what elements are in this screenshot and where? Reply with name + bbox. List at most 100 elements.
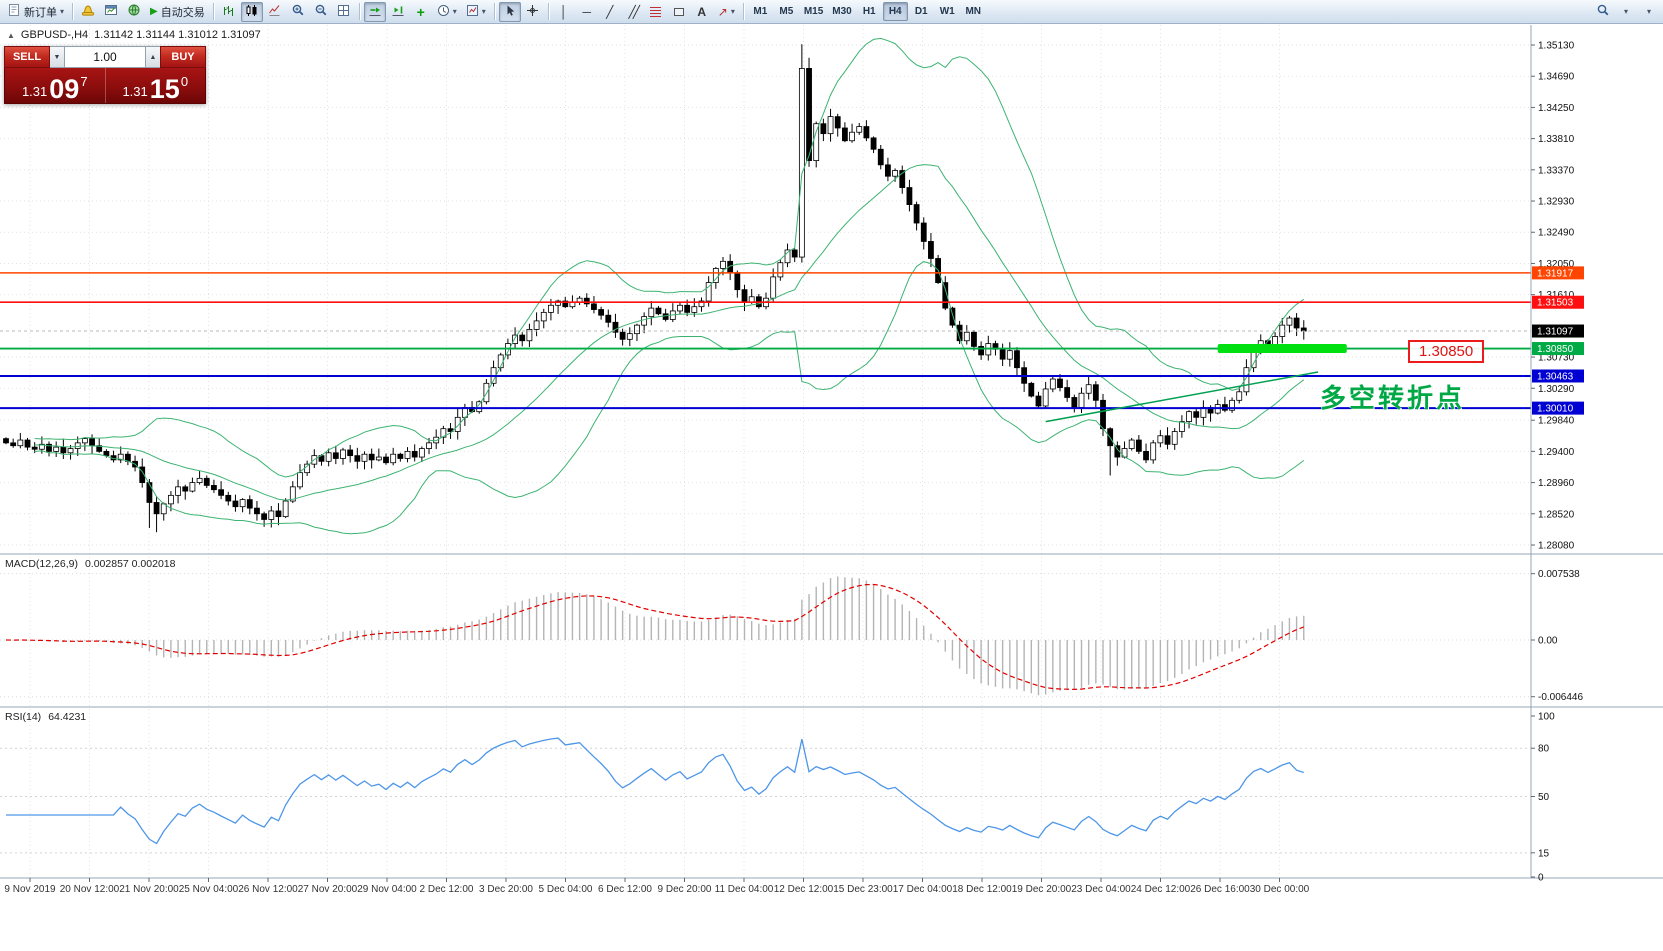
buy-price-pip: 0 xyxy=(180,74,189,89)
search-button[interactable] xyxy=(1592,2,1614,22)
macd-panel xyxy=(5,576,1305,696)
trendline[interactable] xyxy=(1045,371,1319,423)
tile-windows-button[interactable] xyxy=(333,2,355,22)
svg-text:1.34690: 1.34690 xyxy=(1538,72,1575,83)
support-price-label[interactable]: 1.30850 xyxy=(1408,340,1485,363)
price-tag-1.30850: 1.30850 xyxy=(1532,342,1584,356)
svg-text:12 Dec 12:00: 12 Dec 12:00 xyxy=(774,884,834,895)
chart-shift-button[interactable] xyxy=(387,2,409,22)
buy-button[interactable]: BUY xyxy=(160,46,206,68)
sell-price[interactable]: 1.31 09 7 xyxy=(5,68,106,103)
svg-text:1.31917: 1.31917 xyxy=(1537,268,1574,279)
crosshair-button[interactable] xyxy=(522,2,544,22)
toolbar-right-tools: ▾ ▾ xyxy=(1592,2,1660,22)
line-chart-icon xyxy=(268,4,281,20)
svg-text:2 Dec 12:00: 2 Dec 12:00 xyxy=(420,884,474,895)
svg-text:17 Dec 04:00: 17 Dec 04:00 xyxy=(893,884,953,895)
templates-button[interactable]: ▾ xyxy=(462,2,490,22)
bar-chart-button[interactable] xyxy=(218,2,240,22)
fibonacci-button[interactable] xyxy=(645,2,667,22)
buy-price[interactable]: 1.31 15 0 xyxy=(106,68,206,103)
time-axis[interactable]: 9 Nov 2019 20 Nov 12:00 21 Nov 20:00 25 Nov… xyxy=(4,878,1310,895)
horizontal-level-lines[interactable] xyxy=(0,272,1531,410)
line-chart-button[interactable] xyxy=(264,2,286,22)
trendline-button[interactable]: ╱ xyxy=(599,2,621,22)
main-toolbar: 新订单 ▾ ▶ 自动交易 + ▾ ▾ │ xyxy=(0,0,1663,24)
timeframe-h4[interactable]: H4 xyxy=(882,2,908,21)
candlestick-chart-button[interactable] xyxy=(240,1,263,22)
timeframe-d1[interactable]: D1 xyxy=(914,6,928,17)
lot-decrease-button[interactable]: ▼ xyxy=(50,46,64,68)
sell-price-prefix: 1.31 xyxy=(21,84,48,99)
svg-text:30 Dec 00:00: 30 Dec 00:00 xyxy=(1250,884,1310,895)
timeframe-m5[interactable]: M5 xyxy=(779,6,794,17)
new-order-button[interactable]: 新订单 ▾ xyxy=(3,2,68,22)
support-zone-bar[interactable] xyxy=(1217,344,1347,354)
shapes-button[interactable] xyxy=(668,2,690,22)
periods-button[interactable]: ▾ xyxy=(433,2,461,22)
symbol-period-label: GBPUSD-,H4 xyxy=(20,29,89,41)
svg-text:1.30010: 1.30010 xyxy=(1537,404,1574,415)
rsi-panel xyxy=(6,737,1304,845)
zoom-out-button[interactable] xyxy=(310,2,332,22)
turning-point-text[interactable]: 多空转折点 xyxy=(1320,383,1466,413)
expert-advisors-button[interactable] xyxy=(77,2,99,22)
svg-text:0.00: 0.00 xyxy=(1538,636,1558,647)
svg-text:1.32050: 1.32050 xyxy=(1538,259,1575,270)
arrows-button[interactable]: ↗ ▾ xyxy=(714,2,739,22)
indicators-button[interactable]: + xyxy=(410,2,432,22)
bollinger-bands xyxy=(34,37,1305,535)
svg-text:19 Dec 20:00: 19 Dec 20:00 xyxy=(1012,884,1072,895)
buy-price-big: 15 xyxy=(149,73,180,104)
price-axis[interactable]: 1.35130 1.34690 1.34250 1.33810 1.33370 1.329… xyxy=(1531,41,1584,884)
chart-title: ▲ GBPUSD-,H4 1.31142 1.31144 1.31012 1.3… xyxy=(7,29,261,41)
channel-button[interactable]: ╱╱ xyxy=(622,2,644,22)
chevron-down-icon: ▾ xyxy=(481,6,486,16)
toolbar-options-button[interactable]: ▾ xyxy=(1638,2,1660,22)
timeframe-h1[interactable]: H1 xyxy=(862,6,876,17)
trendline-icon: ╱ xyxy=(606,4,614,19)
chevron-down-icon: ▾ xyxy=(1646,6,1651,16)
macd-signal-line xyxy=(5,583,1305,691)
svg-text:1.30463: 1.30463 xyxy=(1537,371,1574,382)
new-chart-button[interactable] xyxy=(100,2,122,22)
bb-middle xyxy=(34,164,1305,501)
profiles-button[interactable] xyxy=(123,2,145,22)
timeframe-m30[interactable]: M30 xyxy=(832,6,852,17)
timeframe-w1[interactable]: W1 xyxy=(939,6,955,17)
timeframe-m15[interactable]: M15 xyxy=(803,6,824,17)
toolbar-separator xyxy=(212,3,214,20)
svg-text:1.30290: 1.30290 xyxy=(1538,384,1575,395)
svg-text:5 Dec 04:00: 5 Dec 04:00 xyxy=(539,884,593,895)
bar-chart-icon xyxy=(222,4,235,20)
svg-text:24 Dec 12:00: 24 Dec 12:00 xyxy=(1131,884,1191,895)
lot-size-input[interactable] xyxy=(65,47,145,67)
price-tag-1.30010: 1.30010 xyxy=(1532,401,1584,415)
svg-text:1.29840: 1.29840 xyxy=(1538,416,1575,427)
play-icon: ▶ xyxy=(150,5,158,17)
sell-price-big: 09 xyxy=(49,73,80,104)
bb-upper xyxy=(34,37,1305,478)
symbol-up-icon: ▲ xyxy=(7,30,15,40)
zoom-in-button[interactable] xyxy=(287,2,309,22)
cursor-button[interactable] xyxy=(498,1,521,22)
svg-text:26 Nov 12:00: 26 Nov 12:00 xyxy=(238,884,298,895)
grid-lines xyxy=(0,25,1531,878)
svg-text:1.31610: 1.31610 xyxy=(1538,290,1575,301)
text-button[interactable]: A xyxy=(691,2,713,22)
autotrading-button[interactable]: ▶ 自动交易 xyxy=(146,2,209,22)
horizontal-line-button[interactable]: ─ xyxy=(576,2,598,22)
svg-text:9 Nov 2019: 9 Nov 2019 xyxy=(4,884,56,895)
toolbar-overflow-button[interactable]: ▾ xyxy=(1615,2,1637,22)
vertical-line-button[interactable]: │ xyxy=(553,2,575,22)
chevron-down-icon: ▾ xyxy=(452,6,457,16)
svg-text:29 Nov 04:00: 29 Nov 04:00 xyxy=(357,884,417,895)
auto-scroll-button[interactable] xyxy=(363,1,386,22)
timeframe-mn[interactable]: MN xyxy=(965,6,982,17)
vertical-line-icon: │ xyxy=(560,4,568,19)
timeframe-m1[interactable]: M1 xyxy=(753,6,768,17)
lot-increase-button[interactable]: ▲ xyxy=(146,46,160,68)
sell-button[interactable]: SELL xyxy=(4,46,50,68)
